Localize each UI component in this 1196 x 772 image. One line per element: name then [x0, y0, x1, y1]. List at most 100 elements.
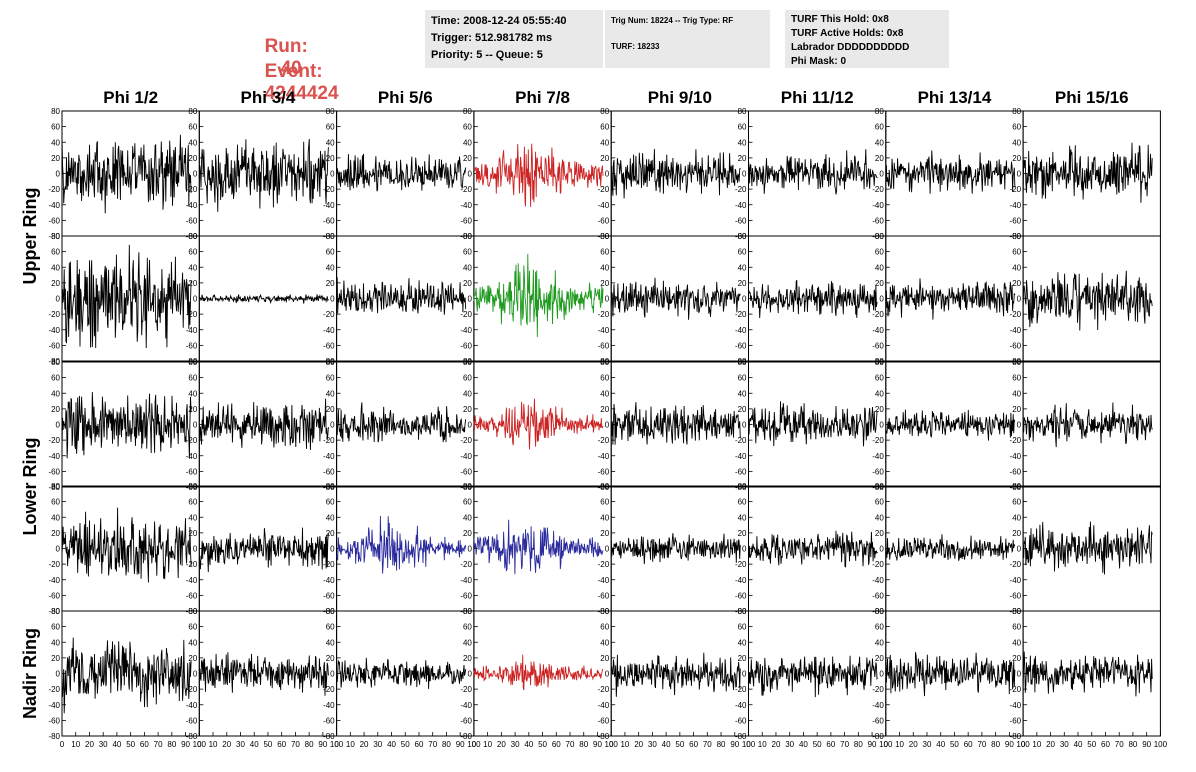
y-tick-label: 0 — [742, 545, 747, 554]
y-tick-label: 40 — [875, 638, 884, 647]
x-tick-label: 70 — [840, 740, 849, 749]
x-tick-label: 50 — [401, 740, 410, 749]
y-tick-label: -80 — [48, 483, 60, 492]
y-tick-label: 0 — [56, 170, 61, 179]
column-heading: Phi 9/10 — [648, 88, 712, 107]
y-tick-label: 60 — [738, 498, 747, 507]
x-tick-label: 90 — [456, 740, 465, 749]
x-tick-label: 70 — [291, 740, 300, 749]
x-tick-label: 40 — [524, 740, 533, 749]
column-heading: Phi 13/14 — [918, 88, 992, 107]
y-tick-label: 40 — [463, 263, 472, 272]
y-tick-label: 20 — [875, 405, 884, 414]
x-tick-label: 100 — [605, 740, 619, 749]
x-tick-label: 0 — [472, 740, 477, 749]
y-tick-label: 80 — [738, 358, 747, 367]
y-tick-label: 80 — [463, 232, 472, 241]
y-tick-label: -60 — [186, 591, 198, 600]
x-tick-label: 60 — [552, 740, 561, 749]
x-tick-label: 40 — [112, 740, 121, 749]
y-tick-label: -60 — [48, 216, 60, 225]
x-tick-label: 40 — [799, 740, 808, 749]
y-tick-label: -60 — [735, 467, 747, 476]
y-tick-label: -40 — [1010, 576, 1022, 585]
y-tick-label: 0 — [330, 670, 335, 679]
x-tick-label: 100 — [1154, 740, 1168, 749]
y-tick-label: 0 — [879, 545, 884, 554]
y-tick-label: 60 — [326, 374, 335, 383]
x-tick-label: 0 — [60, 740, 65, 749]
y-tick-label: -40 — [48, 326, 60, 335]
y-tick-label: -20 — [323, 185, 335, 194]
y-tick-label: 80 — [51, 107, 60, 116]
y-tick-label: -20 — [735, 310, 747, 319]
y-tick-label: 60 — [51, 123, 60, 132]
x-tick-label: 30 — [923, 740, 932, 749]
waveform-trace — [336, 402, 467, 443]
x-tick-label: 60 — [826, 740, 835, 749]
y-tick-label: -60 — [598, 467, 610, 476]
y-tick-label: 0 — [193, 670, 198, 679]
x-tick-label: 50 — [1087, 740, 1096, 749]
y-tick-label: 60 — [463, 248, 472, 257]
y-tick-label: -20 — [872, 685, 884, 694]
y-tick-label: 60 — [326, 123, 335, 132]
y-tick-label: -40 — [460, 576, 472, 585]
waveform-trace — [885, 534, 1016, 561]
x-tick-label: 90 — [181, 740, 190, 749]
y-tick-label: 80 — [326, 482, 335, 491]
y-tick-label: -20 — [186, 310, 198, 319]
y-tick-label: 80 — [600, 358, 609, 367]
y-tick-label: 80 — [326, 232, 335, 241]
y-tick-label: 80 — [600, 607, 609, 616]
y-tick-label: -40 — [48, 201, 60, 210]
x-tick-label: 80 — [305, 740, 314, 749]
y-tick-label: -20 — [186, 436, 198, 445]
y-tick-label: 60 — [188, 623, 197, 632]
y-tick-label: -80 — [735, 732, 747, 741]
y-tick-label: 60 — [326, 248, 335, 257]
waveform-trace — [473, 519, 604, 575]
y-tick-label: -60 — [1010, 341, 1022, 350]
y-tick-label: 40 — [738, 263, 747, 272]
x-tick-label: 50 — [126, 740, 135, 749]
y-tick-label: 60 — [188, 123, 197, 132]
y-tick-label: -40 — [48, 576, 60, 585]
column-heading: Phi 5/6 — [378, 88, 433, 107]
y-tick-label: 40 — [600, 263, 609, 272]
time-text: Time: 2008-12-24 05:55:40 — [431, 15, 567, 27]
waveform-trace — [61, 637, 192, 714]
y-tick-label: -80 — [598, 732, 610, 741]
event-number: Event: 4244424 — [254, 39, 339, 105]
y-tick-label: 40 — [326, 138, 335, 147]
x-tick-label: 50 — [263, 740, 272, 749]
y-tick-label: -20 — [1010, 310, 1022, 319]
y-tick-label: 80 — [875, 482, 884, 491]
y-tick-label: 40 — [51, 638, 60, 647]
y-tick-label: -20 — [872, 185, 884, 194]
x-tick-label: 10 — [346, 740, 355, 749]
y-tick-label: 80 — [875, 232, 884, 241]
y-tick-label: -20 — [460, 560, 472, 569]
y-tick-label: 60 — [51, 374, 60, 383]
waveform-trace — [198, 398, 329, 451]
x-tick-label: 90 — [1142, 740, 1151, 749]
y-tick-label: 80 — [51, 232, 60, 241]
y-tick-label: 60 — [738, 374, 747, 383]
y-tick-label: 20 — [51, 154, 60, 163]
y-tick-label: -60 — [48, 341, 60, 350]
y-tick-label: 20 — [1012, 154, 1021, 163]
y-tick-label: 40 — [188, 389, 197, 398]
x-tick-label: 60 — [689, 740, 698, 749]
y-tick-label: 60 — [600, 248, 609, 257]
waveform-trace — [336, 153, 467, 192]
x-tick-label: 20 — [360, 740, 369, 749]
x-tick-label: 0 — [334, 740, 339, 749]
x-tick-label: 40 — [1074, 740, 1083, 749]
y-tick-label: 80 — [875, 358, 884, 367]
y-tick-label: -20 — [1010, 436, 1022, 445]
waveform-trace — [473, 398, 604, 450]
y-tick-label: 0 — [742, 670, 747, 679]
y-tick-label: -40 — [598, 576, 610, 585]
waveform-trace — [198, 652, 329, 696]
